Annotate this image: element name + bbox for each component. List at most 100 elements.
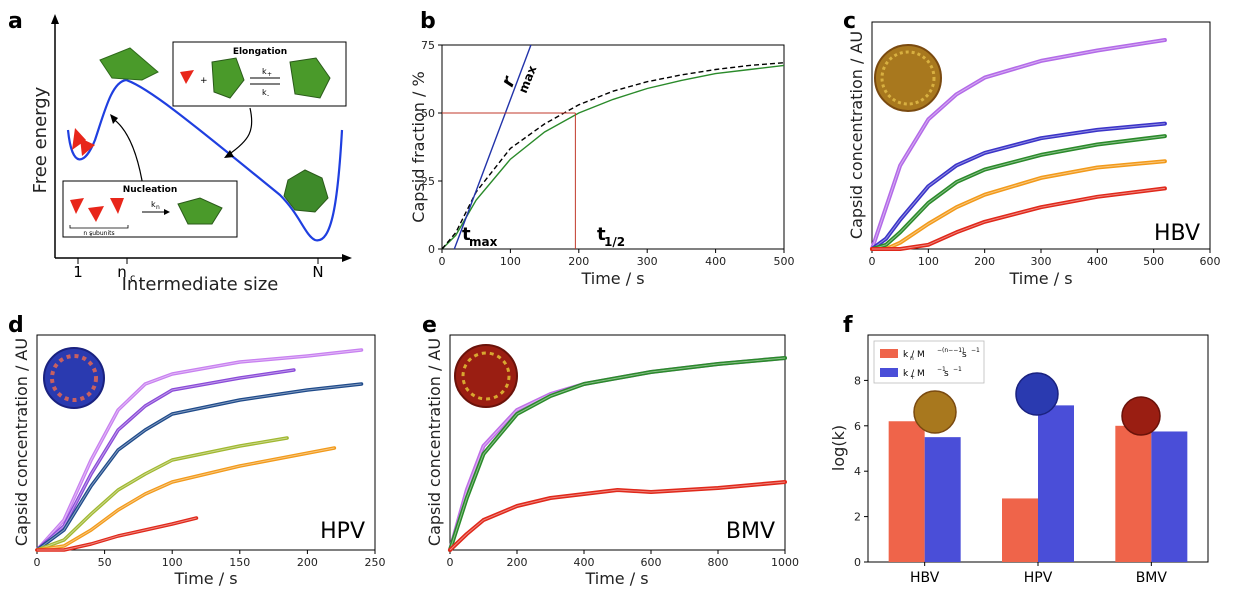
thalf-label: t <box>597 224 606 245</box>
elongation-kplus-sub: + <box>267 71 272 78</box>
x-tick-label: 300 <box>1031 255 1052 268</box>
panel-b-series-0 <box>441 64 785 250</box>
thalf-label-sub: 1/2 <box>604 235 625 249</box>
full-capsid-icon <box>283 169 329 213</box>
subunit-shape-1 <box>72 128 86 150</box>
bmv-bar-icon <box>1121 396 1161 436</box>
elongation-subunit <box>180 70 194 84</box>
panel-c-plot <box>870 38 1167 251</box>
series-fit-5 <box>37 517 197 551</box>
series-fit-0 <box>36 349 362 551</box>
panel-d-plot <box>35 348 364 552</box>
series-fit-0 <box>871 39 1165 250</box>
panel-b-xticks: 0 100 200 300 400 500 <box>439 249 795 268</box>
y-tick-label: 75 <box>421 39 435 52</box>
x-tick-label: 0 <box>439 255 446 268</box>
series-line-2 <box>870 134 1167 251</box>
panel-b-yticks: 0 25 50 75 <box>421 39 442 256</box>
nucleation-title: Nucleation <box>123 185 178 195</box>
panel-c-letter: c <box>843 9 856 34</box>
series-line-0 <box>35 348 364 552</box>
elongation-kplus: k <box>262 67 267 76</box>
nucleation-product <box>177 197 223 225</box>
panel-c-virus-label: HBV <box>1154 221 1200 246</box>
elongation-kminus-sub: - <box>267 92 269 99</box>
series-fit-4 <box>36 447 335 551</box>
panel-e-virus-label: BMV <box>726 519 775 544</box>
series-fit-2 <box>36 383 362 551</box>
series-fit-4 <box>872 187 1165 250</box>
nucleus-capsid-fragment <box>99 47 159 81</box>
series-fit-1 <box>871 123 1165 250</box>
panel-e-xlabel: Time / s <box>584 569 648 588</box>
series-line-1 <box>35 368 296 552</box>
series-fit-2 <box>871 135 1165 250</box>
series-line-0 <box>870 38 1167 251</box>
nucleation-subunit-3 <box>110 198 124 214</box>
panel-c: c Capsid concentration / AU Time / s 0 10… <box>843 9 1221 288</box>
panel-b-series-1 <box>441 62 785 250</box>
series-line-1 <box>448 356 787 552</box>
y-tick-label: 6 <box>854 420 861 433</box>
y-tick-label: 2 <box>854 511 861 524</box>
panel-a-xtick-N: N <box>312 263 323 281</box>
panel-e-frame <box>449 334 786 551</box>
y-tick-label: 4 <box>854 465 861 478</box>
series-line-2 <box>448 480 787 552</box>
subunits-bracket <box>69 225 129 229</box>
panel-d-virus-label: HPV <box>320 519 365 544</box>
legend-swatch-kplus <box>880 368 898 377</box>
x-tick-label: 400 <box>705 255 726 268</box>
nucleation-box: Nucleation k n n subunits c <box>62 180 238 238</box>
x-tick-label: 200 <box>568 255 589 268</box>
panel-f-ylabel: log(k) <box>829 425 848 471</box>
subunits-label: n subunits <box>83 230 114 237</box>
x-tick-label: 300 <box>637 255 658 268</box>
nucleation-kn: k <box>151 200 156 209</box>
panel-f-plot: HBV HPV BMV <box>888 405 1188 586</box>
panel-d-frame <box>36 334 376 551</box>
series-line-4 <box>35 446 337 552</box>
legend-label-kn: k / M <box>903 350 925 360</box>
bar-bmv-1 <box>1151 431 1188 562</box>
x-tick-label: 600 <box>641 556 662 569</box>
hbv-capsid-texture <box>880 50 936 106</box>
series-fit-1 <box>36 369 294 551</box>
y-tick-label: 8 <box>854 374 861 387</box>
panel-d-xticks: 0 50 100 150 200 250 <box>34 550 386 569</box>
panel-a-ylabel: Free energy <box>30 86 51 193</box>
panel-a-letter: a <box>8 9 23 34</box>
legend-label-kplus-s: s <box>944 369 949 379</box>
tmax-label-sub: max <box>469 235 498 249</box>
nucleation-kn-sub: n <box>156 204 160 211</box>
legend-label-kn-sup: −(n−−1) <box>937 347 964 354</box>
panel-b-letter: b <box>420 9 436 34</box>
elongation-arrowhead <box>224 150 234 158</box>
elongation-plus: + <box>200 76 208 86</box>
panel-a-x-arrow <box>342 254 352 262</box>
panel-c-xticks: 0 100 200 300 400 500 600 <box>869 249 1221 268</box>
panel-a-y-arrow <box>51 14 59 24</box>
panel-c-ylabel: Capsid concentration / AU <box>847 31 866 239</box>
panel-e: e Capsid concentration / AU Time / s 0 20… <box>422 313 799 588</box>
hpv-bar-icon <box>1015 372 1059 416</box>
panel-e-plot <box>448 356 787 552</box>
panel-b-frame <box>441 44 785 250</box>
elongation-product <box>289 57 331 99</box>
series-fit-3 <box>872 160 1165 250</box>
panel-d: d Capsid concentration / AU Time / s 0 50… <box>8 313 386 588</box>
series-line-3 <box>870 159 1167 251</box>
series-line-1 <box>870 121 1167 251</box>
panel-e-letter: e <box>422 313 437 338</box>
panel-a-xlabel: Intermediate size <box>122 274 279 295</box>
x-tick-label-hpv: HPV <box>1024 570 1053 586</box>
panel-b-plot <box>441 44 785 250</box>
x-tick-label: 600 <box>1200 255 1221 268</box>
x-tick-label: 800 <box>708 556 729 569</box>
panel-a-xtick-nc: n <box>117 263 127 281</box>
x-tick-label: 0 <box>869 255 876 268</box>
elongation-arrow <box>227 107 253 156</box>
x-tick-label: 200 <box>507 556 528 569</box>
legend-label-kn-s-sup: −1 <box>971 347 980 354</box>
nucleation-arrowhead <box>110 114 118 124</box>
